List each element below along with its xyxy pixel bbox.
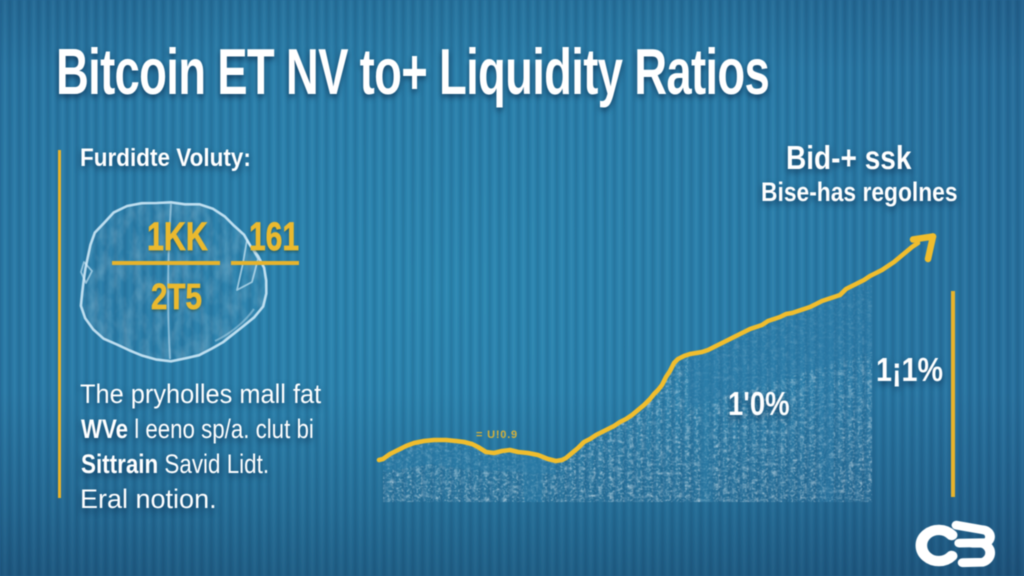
svg-text:= U!0.9: = U!0.9 bbox=[476, 429, 518, 441]
